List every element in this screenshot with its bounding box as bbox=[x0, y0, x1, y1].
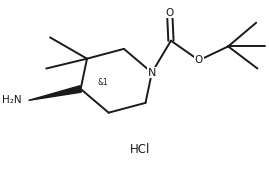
Text: O: O bbox=[195, 55, 203, 65]
Text: &1: &1 bbox=[97, 78, 108, 87]
Polygon shape bbox=[29, 86, 81, 100]
Text: O: O bbox=[165, 8, 174, 18]
Text: N: N bbox=[148, 68, 156, 78]
Text: H₂N: H₂N bbox=[2, 95, 22, 105]
Text: HCl: HCl bbox=[130, 143, 151, 156]
